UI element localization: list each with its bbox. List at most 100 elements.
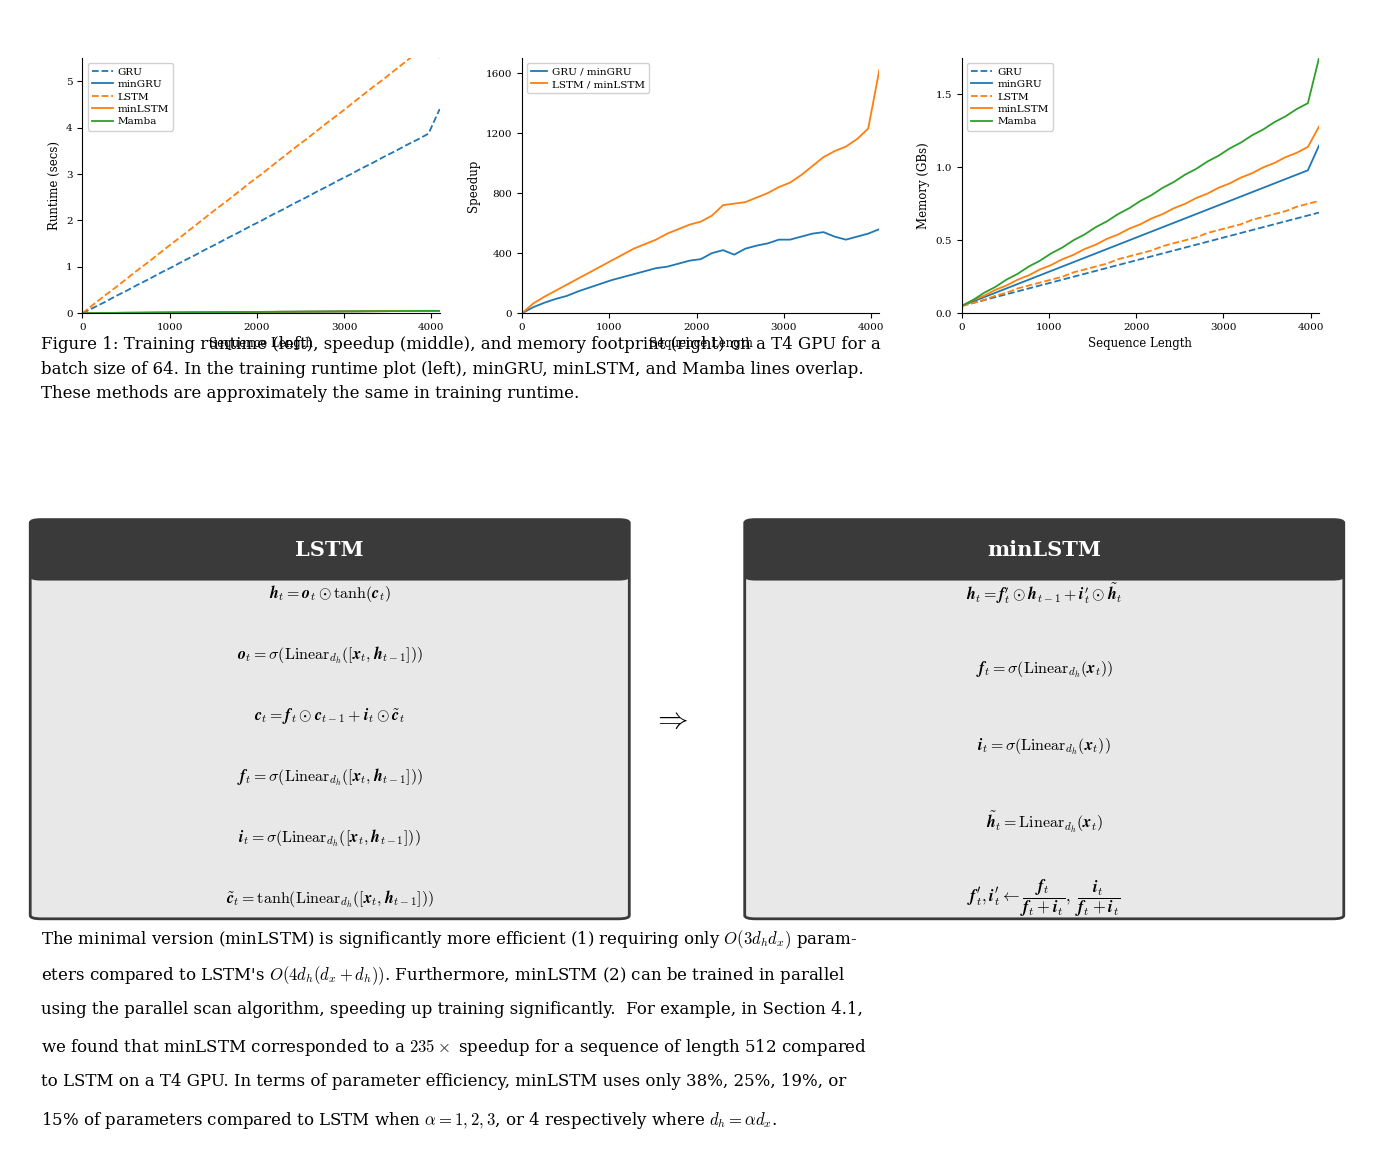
LSTM xyxy=(220,194,236,208)
Mamba xyxy=(1076,227,1092,241)
Mamba xyxy=(976,285,992,299)
minLSTM xyxy=(209,305,225,319)
LSTM / minLSTM xyxy=(625,241,642,255)
LSTM xyxy=(107,281,124,295)
minLSTM xyxy=(253,305,269,319)
Mamba xyxy=(1267,115,1283,129)
GRU xyxy=(196,242,213,256)
minLSTM xyxy=(1132,217,1149,231)
Bar xyxy=(763,550,1326,578)
minLSTM xyxy=(298,305,315,319)
Mamba xyxy=(209,305,225,319)
Mamba xyxy=(185,305,202,319)
Text: $\boldsymbol{h}_t = \boldsymbol{f}_t^{\prime} \odot \boldsymbol{h}_{t-1} + \bold: $\boldsymbol{h}_t = \boldsymbol{f}_t^{\p… xyxy=(966,581,1123,607)
minGRU xyxy=(1289,168,1305,182)
Mamba xyxy=(275,305,291,319)
LSTM / minLSTM xyxy=(736,195,753,209)
minGRU xyxy=(298,305,315,319)
LSTM xyxy=(954,299,970,313)
minLSTM xyxy=(1300,140,1316,154)
minLSTM xyxy=(954,299,970,313)
Mamba xyxy=(142,306,158,320)
Text: $\boldsymbol{f}_t^{\prime}, \boldsymbol{i}_t^{\prime} \leftarrow \dfrac{\boldsym: $\boldsymbol{f}_t^{\prime}, \boldsymbol{… xyxy=(967,878,1121,920)
Mamba xyxy=(74,306,91,320)
GRU / minGRU xyxy=(625,267,642,281)
Mamba xyxy=(398,304,415,318)
Text: using the parallel scan algorithm, speeding up training significantly.  For exam: using the parallel scan algorithm, speed… xyxy=(41,1001,863,1017)
minLSTM xyxy=(375,304,392,318)
minLSTM xyxy=(1278,150,1294,164)
minGRU xyxy=(1200,203,1216,217)
GRU xyxy=(331,173,348,187)
LSTM xyxy=(1210,223,1227,237)
Mamba xyxy=(107,306,124,320)
minLSTM xyxy=(431,304,448,318)
minGRU xyxy=(976,290,992,304)
minLSTM xyxy=(1010,273,1026,287)
Mamba xyxy=(954,299,970,313)
LSTM / minLSTM xyxy=(793,168,809,182)
LSTM / minLSTM xyxy=(581,266,598,280)
minGRU xyxy=(431,304,448,318)
Line: minLSTM: minLSTM xyxy=(962,126,1319,306)
Mamba xyxy=(1065,233,1081,247)
Mamba xyxy=(1099,215,1116,229)
GRU / minGRU xyxy=(570,284,587,298)
GRU / minGRU xyxy=(703,246,720,260)
GRU / minGRU xyxy=(547,292,563,306)
LSTM xyxy=(185,219,202,233)
GRU xyxy=(1210,232,1227,246)
GRU xyxy=(1221,229,1238,242)
GRU / minGRU xyxy=(592,277,609,291)
minLSTM xyxy=(420,304,437,318)
GRU xyxy=(1043,276,1059,290)
minGRU xyxy=(1154,220,1171,234)
Line: Mamba: Mamba xyxy=(962,58,1319,306)
LSTM / minLSTM xyxy=(849,132,866,146)
LSTM xyxy=(253,167,269,181)
minLSTM xyxy=(1289,146,1305,160)
Mamba xyxy=(1054,240,1070,254)
GRU xyxy=(954,299,970,313)
Line: GRU: GRU xyxy=(962,212,1319,306)
minGRU xyxy=(409,304,426,318)
GRU / minGRU xyxy=(838,233,855,247)
minGRU xyxy=(142,306,158,320)
Legend: GRU / minGRU, LSTM / minLSTM: GRU / minGRU, LSTM / minLSTM xyxy=(528,63,650,93)
minLSTM xyxy=(220,305,236,319)
X-axis label: Sequence Length: Sequence Length xyxy=(209,338,313,350)
LSTM xyxy=(1278,204,1294,218)
LSTM xyxy=(298,132,315,146)
LSTM xyxy=(1054,270,1070,284)
Mamba xyxy=(342,304,359,318)
LSTM / minLSTM xyxy=(682,218,698,232)
Mamba xyxy=(1154,181,1171,195)
GRU xyxy=(1289,211,1305,225)
GRU / minGRU xyxy=(771,233,787,247)
GRU xyxy=(253,213,269,227)
Mamba xyxy=(253,305,269,319)
minGRU xyxy=(1099,242,1116,256)
minGRU xyxy=(275,305,291,319)
LSTM xyxy=(1132,246,1149,260)
LSTM xyxy=(398,55,415,68)
GRU xyxy=(220,231,236,245)
Line: GRU: GRU xyxy=(82,109,440,313)
Mamba xyxy=(1189,162,1205,176)
minGRU xyxy=(253,305,269,319)
GRU / minGRU xyxy=(682,254,698,268)
LSTM / minLSTM xyxy=(871,63,888,77)
GRU xyxy=(1300,209,1316,223)
LSTM xyxy=(1043,273,1059,287)
minLSTM xyxy=(1088,238,1105,252)
LSTM xyxy=(1021,278,1037,292)
Text: we found that minLSTM corresponded to a $235\times$ speedup for a sequence of le: we found that minLSTM corresponded to a … xyxy=(41,1037,867,1058)
Text: Figure 1: Training runtime (left), speedup (middle), and memory footprint (right: Figure 1: Training runtime (left), speed… xyxy=(41,336,881,401)
Mamba xyxy=(1088,220,1105,234)
LSTM / minLSTM xyxy=(815,150,831,164)
minGRU xyxy=(375,304,392,318)
Text: eters compared to LSTM's $O(4d_h(d_x + d_h))$. Furthermore, minLSTM (2) can be t: eters compared to LSTM's $O(4d_h(d_x + d… xyxy=(41,964,845,987)
minGRU xyxy=(309,305,326,319)
LSTM xyxy=(331,107,348,121)
LSTM xyxy=(409,45,426,59)
